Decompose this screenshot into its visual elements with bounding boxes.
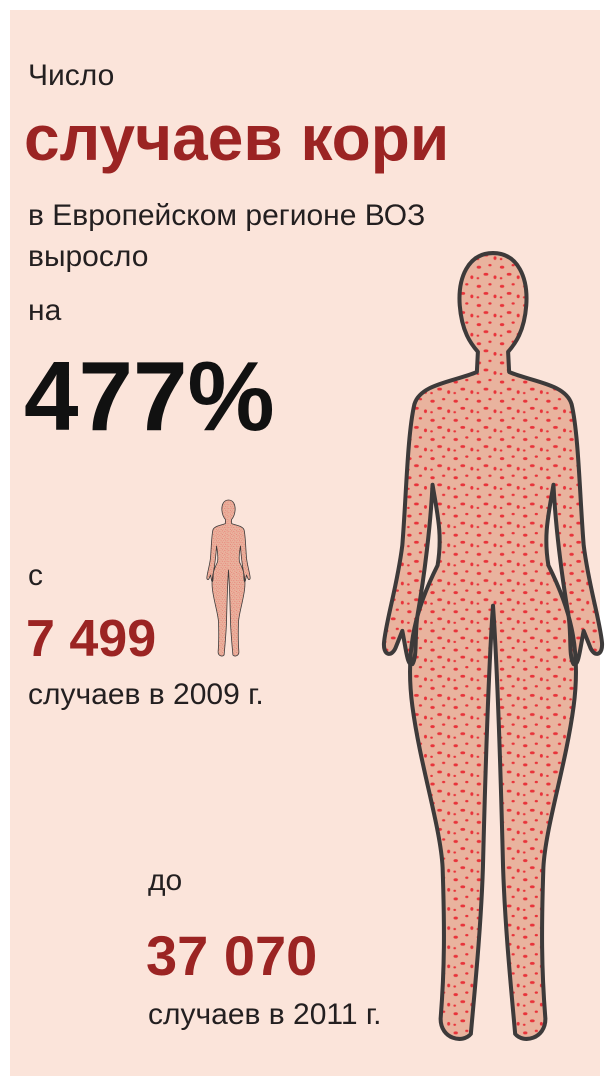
to-caption: случаев в 2011 г. xyxy=(148,998,382,1031)
from-caption: случаев в 2009 г. xyxy=(28,678,264,711)
intro-text: выросло xyxy=(28,240,148,273)
infographic: Число случаев кори в Европейском регионе… xyxy=(0,0,606,1086)
intro-text: в Европейском регионе ВОЗ xyxy=(28,199,425,232)
from-number: 7 499 xyxy=(26,610,156,668)
headline: случаев кори xyxy=(24,102,449,174)
growth-value: 477% xyxy=(24,341,275,451)
to-prefix: до xyxy=(148,864,182,897)
intro-text: на xyxy=(28,294,62,327)
from-prefix: с xyxy=(28,559,43,592)
to-number: 37 070 xyxy=(146,924,317,987)
intro-text: Число xyxy=(28,59,114,92)
